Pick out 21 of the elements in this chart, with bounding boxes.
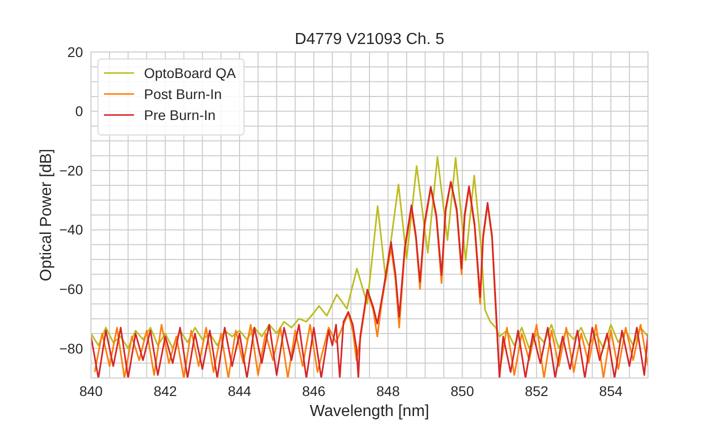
y-tick-label: −80 — [59, 340, 84, 356]
legend-label: Pre Burn-In — [144, 106, 216, 123]
y-tick-label: 20 — [67, 44, 84, 60]
x-tick-label: 850 — [450, 383, 474, 399]
x-tick-label: 844 — [228, 383, 252, 399]
y-tick-label: −40 — [59, 222, 84, 238]
x-tick-label: 846 — [302, 383, 326, 399]
x-tick-label: 842 — [154, 383, 178, 399]
legend-label: Post Burn-In — [144, 86, 222, 102]
y-tick-label: −60 — [59, 280, 84, 297]
y-axis-title: Optical Power [dB] — [38, 148, 55, 282]
x-tick-label: 848 — [376, 383, 400, 399]
line-series — [91, 156, 648, 350]
y-tick-label: −20 — [59, 162, 84, 178]
x-axis-title: Wavelength [nm] — [310, 403, 430, 420]
x-tick-label: 852 — [524, 383, 548, 399]
legend-label: OptoBoard QA — [144, 64, 236, 81]
y-tick-label: 0 — [75, 103, 84, 120]
x-tick-label: 854 — [599, 383, 623, 399]
chart-title: D4779 V21093 Ch. 5 — [294, 31, 444, 48]
x-tick-label: 840 — [79, 383, 103, 399]
